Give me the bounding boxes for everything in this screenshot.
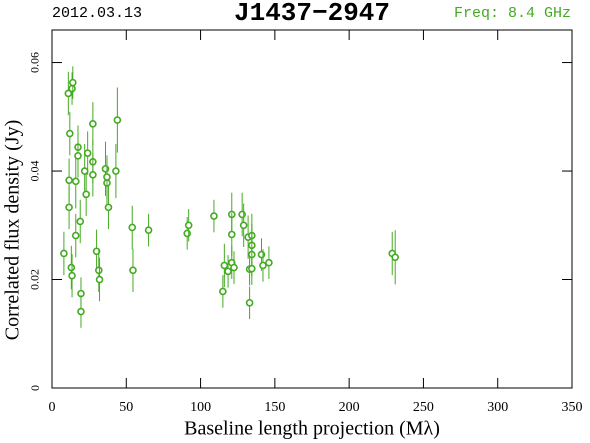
y-tick-label: 0 [28, 385, 42, 391]
point [82, 190, 90, 199]
x-tick-label: 100 [190, 400, 211, 415]
point [219, 287, 227, 296]
point [391, 253, 400, 262]
point [64, 89, 73, 98]
point [95, 266, 103, 275]
point [224, 267, 232, 276]
point [69, 78, 77, 87]
point [230, 263, 238, 272]
point [71, 177, 80, 186]
point [238, 210, 246, 219]
point [65, 176, 73, 185]
point [92, 247, 101, 256]
y-tick-label: 0.06 [28, 52, 42, 73]
x-tick-label: 50 [119, 400, 133, 415]
point [113, 116, 122, 124]
point [77, 307, 85, 316]
point [183, 229, 191, 238]
point [129, 266, 137, 275]
point [184, 221, 193, 230]
point [103, 173, 111, 181]
point [259, 261, 267, 270]
point [210, 212, 218, 220]
chart-title: J1437−2947 [234, 0, 390, 28]
point [68, 271, 76, 280]
point [265, 258, 273, 267]
point [74, 152, 82, 160]
point [67, 263, 76, 272]
x-tick-label: 0 [49, 400, 56, 415]
x-tick-label: 200 [339, 400, 360, 415]
x-tick-label: 250 [413, 400, 434, 415]
point [89, 120, 97, 128]
y-tick-label: 0.04 [28, 161, 42, 182]
plot-frame [51, 29, 573, 389]
point [76, 217, 85, 226]
point [257, 250, 266, 259]
point [68, 84, 76, 93]
point [104, 203, 113, 212]
x-tick-label: 350 [562, 400, 583, 415]
point [95, 275, 104, 284]
y-tick-label: 0.02 [28, 269, 42, 290]
frequency: Freq: 8.4 GHz [454, 5, 571, 22]
point [220, 261, 229, 270]
point [239, 221, 248, 230]
point [89, 171, 97, 179]
point [60, 249, 68, 258]
point [71, 231, 80, 240]
point [80, 167, 89, 175]
point [245, 299, 254, 307]
x-tick-label: 150 [264, 400, 285, 415]
point [66, 129, 74, 138]
point [128, 223, 137, 232]
x-axis-label: Baseline length projection (Mλ) [184, 418, 440, 440]
x-tick-label: 300 [487, 400, 508, 415]
point [83, 149, 92, 157]
point [65, 203, 73, 212]
point [144, 226, 153, 234]
point [112, 167, 120, 175]
y-axis-label: Correlated flux density (Jy) [2, 120, 24, 341]
date: 2012.03.13 [52, 5, 142, 22]
point [101, 165, 110, 173]
point [227, 230, 236, 239]
point [248, 264, 256, 273]
